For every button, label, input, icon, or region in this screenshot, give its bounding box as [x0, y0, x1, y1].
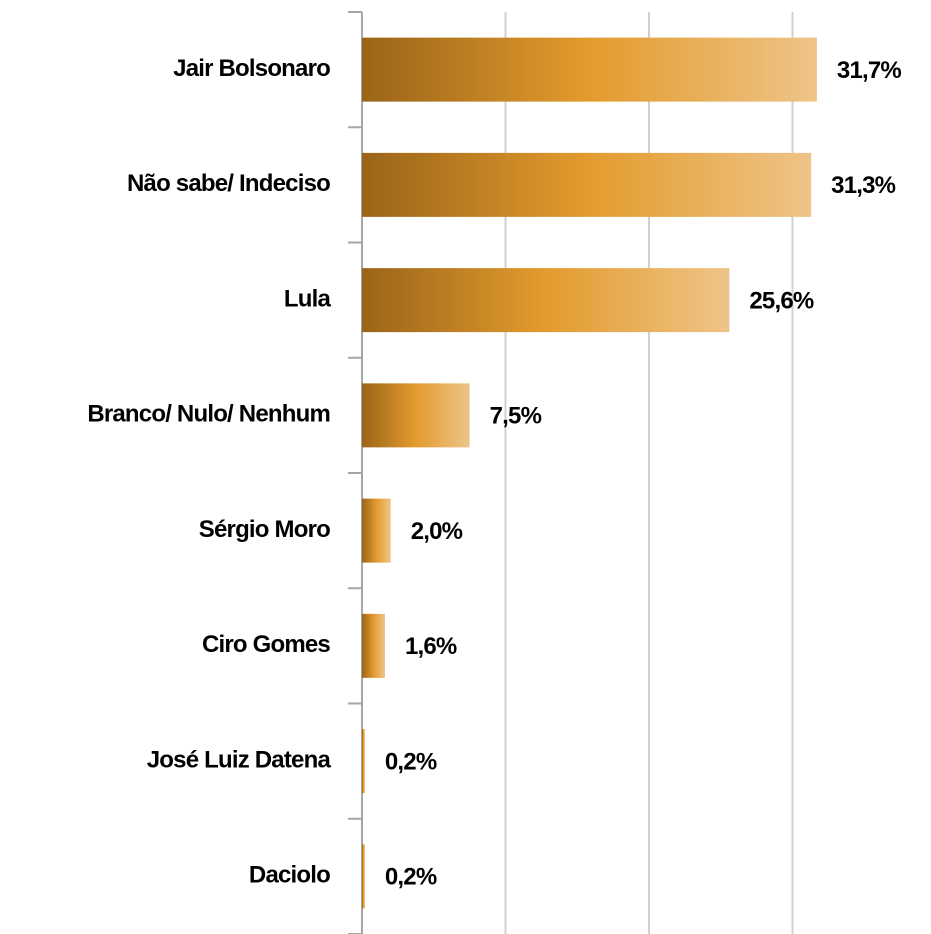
value-label: 31,3% — [831, 172, 896, 199]
bar — [362, 613, 385, 678]
value-label: 25,6% — [749, 287, 814, 314]
value-label: 7,5% — [490, 403, 542, 430]
bar — [362, 268, 730, 333]
bar — [362, 37, 817, 102]
value-label: 0,2% — [385, 748, 437, 775]
category-label: Daciolo — [249, 862, 330, 889]
value-label: 1,6% — [405, 633, 457, 660]
value-label: 2,0% — [411, 518, 463, 545]
category-label: Não sabe/ Indeciso — [127, 170, 330, 197]
bar — [362, 152, 812, 217]
value-label: 0,2% — [385, 864, 437, 891]
category-label: Ciro Gomes — [202, 631, 330, 658]
bar — [362, 383, 470, 448]
category-label: Jair Bolsonaro — [173, 55, 330, 82]
category-label: Lula — [284, 285, 332, 312]
value-label: 31,7% — [837, 57, 902, 84]
bar — [362, 844, 365, 909]
bar — [362, 729, 365, 794]
category-label: Sérgio Moro — [199, 516, 330, 543]
bar — [362, 498, 391, 563]
category-label: Branco/ Nulo/ Nenhum — [87, 401, 330, 428]
category-label: José Luiz Datena — [147, 746, 332, 773]
